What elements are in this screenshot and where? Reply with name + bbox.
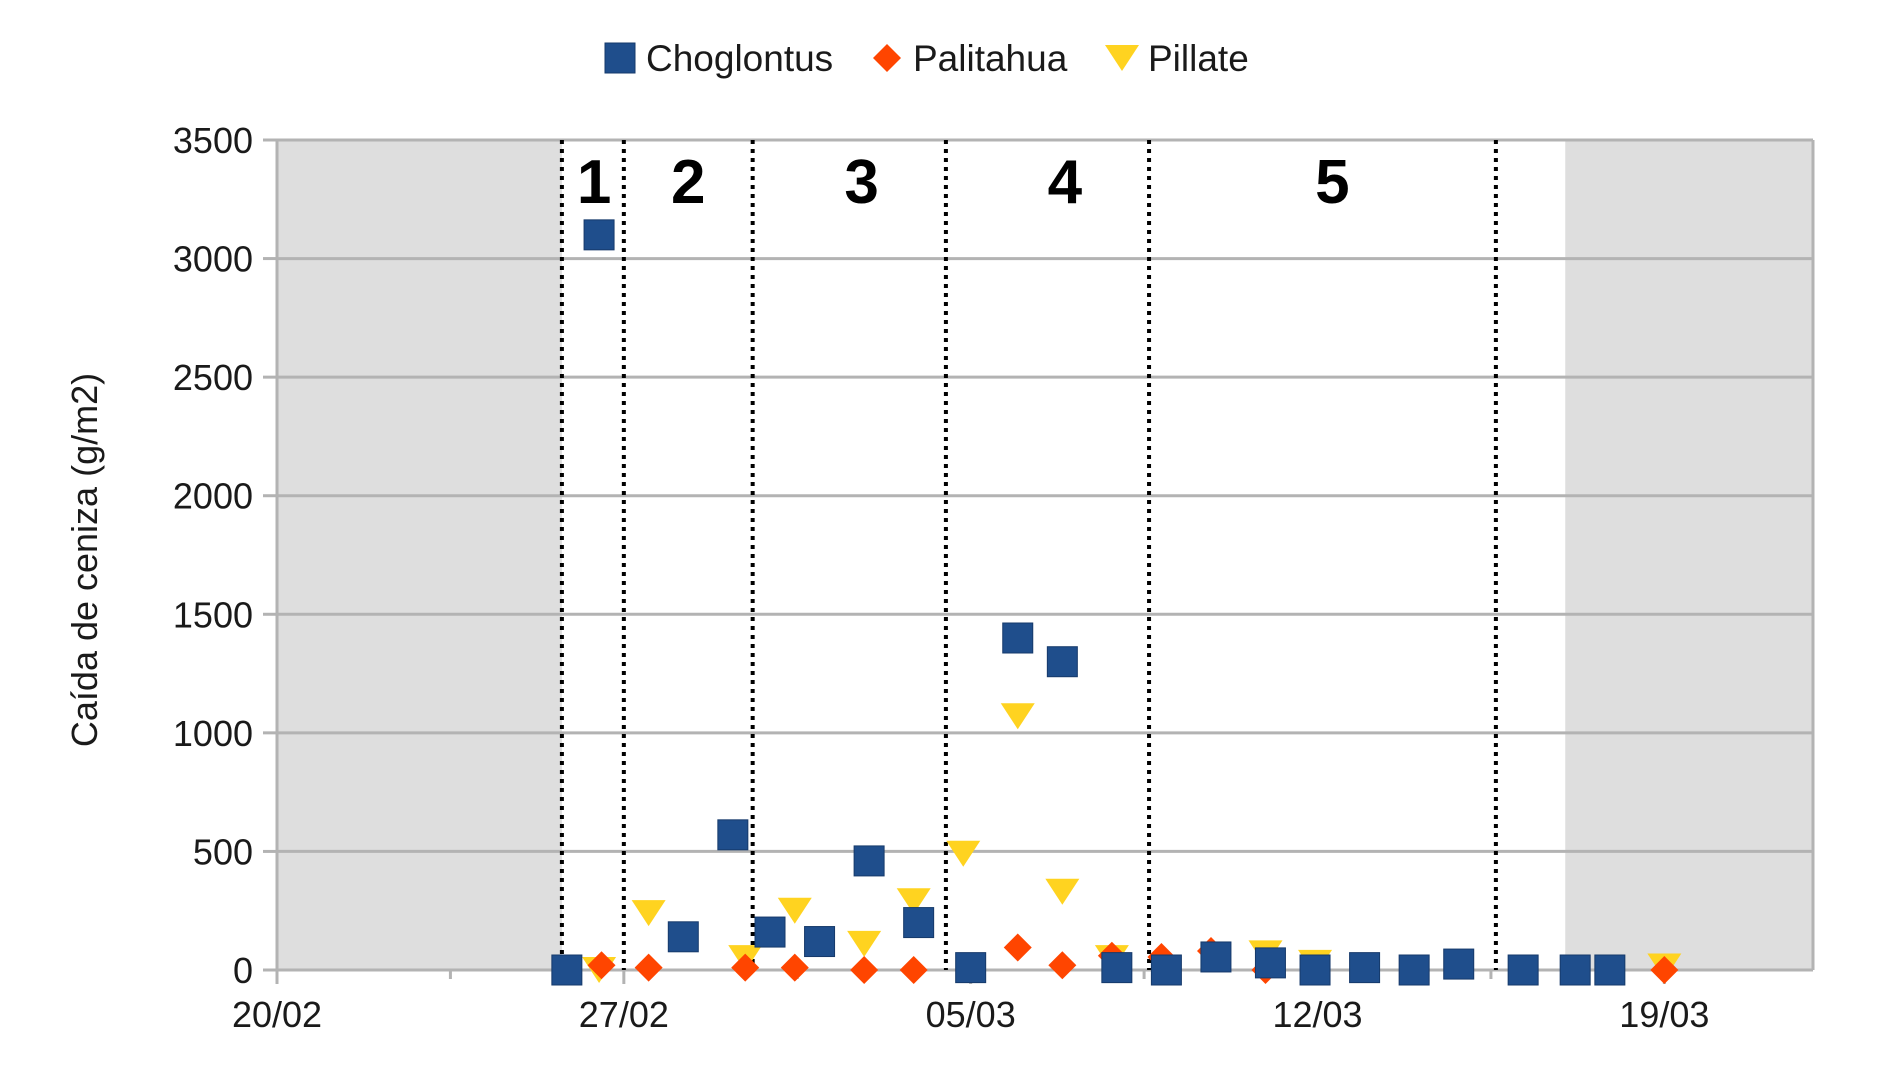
legend-marker-pillate [1105,45,1139,71]
data-point-palitahua [634,953,663,982]
data-point-choglontus [583,219,615,251]
data-point-palitahua [1003,933,1032,962]
data-point-choglontus [717,819,749,851]
y-tick-label: 0 [233,950,253,991]
data-point-choglontus [1002,622,1034,654]
x-tick-label: 27/02 [579,994,669,1035]
y-tick-label: 2500 [173,357,253,398]
period-label: 3 [844,148,878,217]
y-axis-label: Caída de ceniza (g/m2) [64,373,105,747]
data-point-choglontus [1443,948,1475,980]
data-point-choglontus [853,845,885,877]
period-label: 1 [577,148,611,217]
y-tick-label: 1000 [173,713,253,754]
gridlines [277,138,1813,972]
data-point-pillate [847,930,882,957]
data-point-choglontus [1559,954,1591,986]
data-point-palitahua [780,953,809,982]
data-points [551,219,1682,986]
period-label: 5 [1315,148,1349,217]
data-point-choglontus [1254,947,1286,979]
shaded-region [277,140,562,970]
data-point-pillate [896,888,931,915]
data-point-palitahua [850,956,879,984]
x-tick-label: 12/03 [1272,994,1362,1035]
x-tick-label: 19/03 [1619,994,1709,1035]
data-point-palitahua [1048,951,1077,980]
data-point-choglontus [1046,646,1078,678]
shaded-regions [277,140,1813,970]
data-point-choglontus [1349,952,1381,984]
x-tick-label: 20/02 [232,994,322,1035]
period-dividers [559,140,1498,970]
data-point-palitahua [899,956,928,984]
data-point-choglontus [1299,954,1331,986]
data-point-palitahua [731,953,760,982]
y-tick-label: 3500 [173,120,253,161]
data-point-palitahua [1650,956,1679,984]
legend: Choglontus Palitahua Pillate [604,38,1249,79]
data-point-choglontus [804,926,836,958]
legend-marker-choglontus [604,42,636,74]
data-point-choglontus [1398,954,1430,986]
data-point-choglontus [1507,954,1539,986]
data-point-pillate [946,840,981,867]
data-point-choglontus [667,921,699,953]
legend-label-palitahua: Palitahua [913,38,1068,79]
data-point-pillate [631,900,666,927]
legend-label-pillate: Pillate [1148,38,1249,79]
shaded-region [1565,140,1813,970]
data-point-pillate [1000,703,1035,730]
legend-label-choglontus: Choglontus [646,38,833,79]
y-tick-label: 3000 [173,239,253,280]
data-point-pillate [777,897,812,924]
data-point-choglontus [1200,941,1232,973]
period-label: 4 [1048,148,1083,217]
period-label: 2 [671,148,705,217]
y-tick-label: 2000 [173,476,253,517]
y-tick-label: 1500 [173,594,253,635]
data-point-choglontus [1101,952,1133,984]
data-point-choglontus [551,954,583,986]
data-point-choglontus [1594,954,1626,986]
data-point-palitahua [587,951,616,980]
data-point-choglontus [1150,954,1182,986]
data-point-choglontus [754,916,786,948]
data-point-choglontus [903,907,935,939]
tick-labels: 0 500 1000 1500 2000 2500 3000 3500 20/02 27/02 05… [173,120,1709,1035]
y-tick-label: 500 [193,831,253,872]
legend-marker-palitahua [873,44,901,72]
x-tick-label: 05/03 [926,994,1016,1035]
data-point-choglontus [955,952,987,984]
data-point-pillate [1045,878,1080,905]
